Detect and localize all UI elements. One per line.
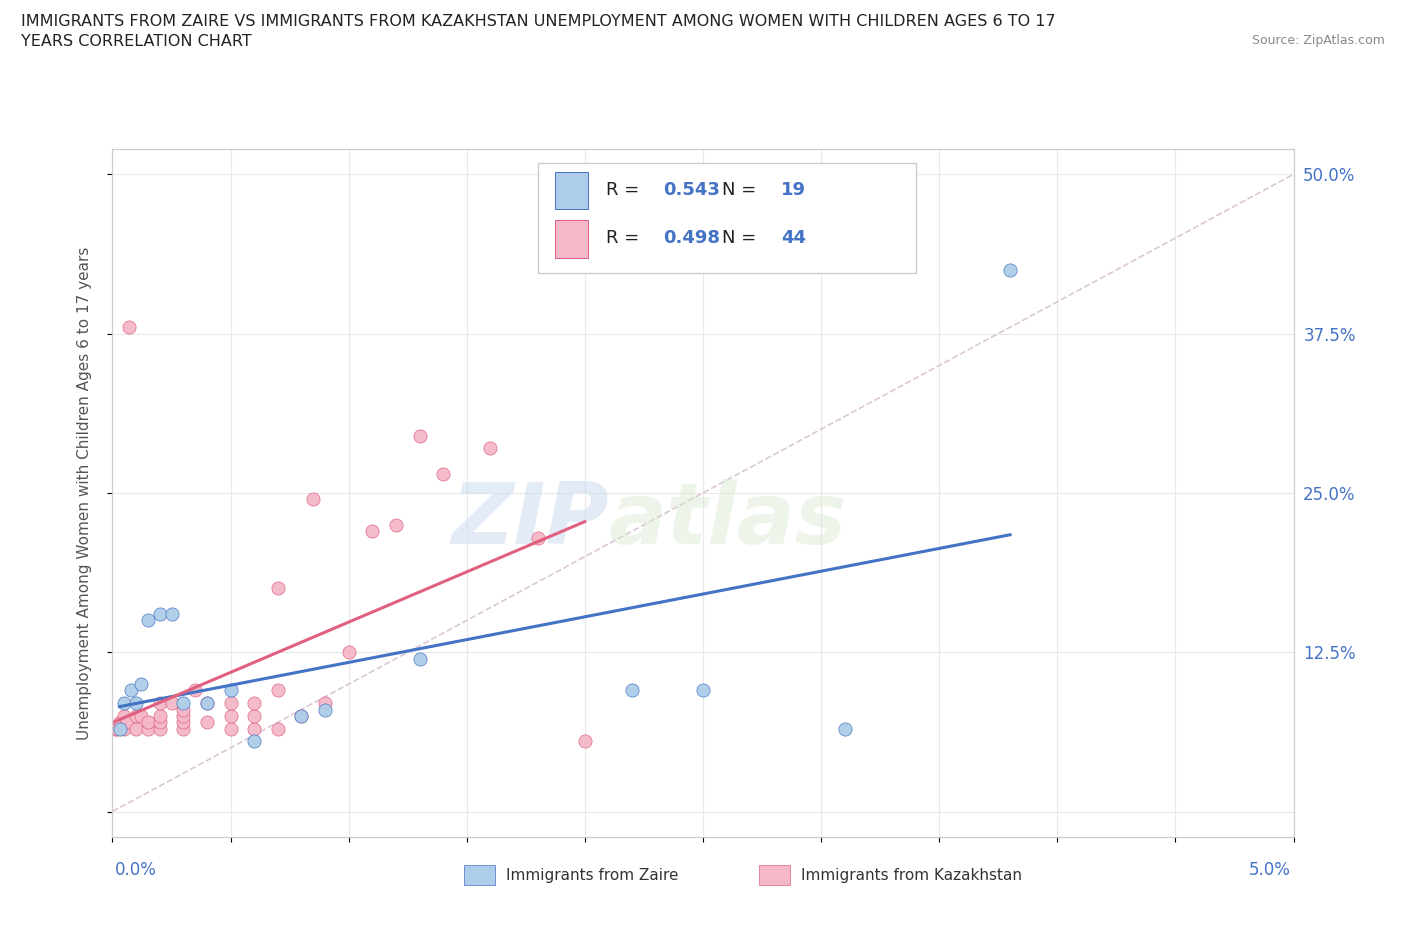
Point <box>195 715 218 730</box>
Point <box>172 715 194 730</box>
Point <box>243 709 266 724</box>
Point <box>172 709 194 724</box>
Point <box>290 709 312 724</box>
Point <box>337 644 360 659</box>
Point <box>112 722 135 737</box>
Text: 0.0%: 0.0% <box>115 860 157 879</box>
Text: R =: R = <box>606 230 645 247</box>
Point <box>267 722 290 737</box>
Text: ZIP: ZIP <box>451 479 609 562</box>
Text: YEARS CORRELATION CHART: YEARS CORRELATION CHART <box>21 34 252 49</box>
Point <box>149 696 172 711</box>
Point <box>267 581 290 596</box>
Point <box>692 683 714 698</box>
Point <box>361 524 384 538</box>
Point <box>195 696 218 711</box>
Text: IMMIGRANTS FROM ZAIRE VS IMMIGRANTS FROM KAZAKHSTAN UNEMPLOYMENT AMONG WOMEN WIT: IMMIGRANTS FROM ZAIRE VS IMMIGRANTS FROM… <box>21 14 1056 29</box>
Point <box>149 606 172 621</box>
Point <box>243 722 266 737</box>
Point <box>302 492 325 507</box>
Point <box>243 696 266 711</box>
Point <box>115 715 138 730</box>
Point <box>108 722 131 737</box>
Text: Immigrants from Kazakhstan: Immigrants from Kazakhstan <box>801 868 1022 883</box>
Point <box>112 709 135 724</box>
Text: atlas: atlas <box>609 479 846 562</box>
Point <box>219 722 242 737</box>
Text: 5.0%: 5.0% <box>1249 860 1291 879</box>
Point <box>219 709 242 724</box>
Point <box>834 722 856 737</box>
Text: 0.543: 0.543 <box>662 181 720 199</box>
FancyBboxPatch shape <box>555 219 589 258</box>
Text: 19: 19 <box>780 181 806 199</box>
Point <box>125 696 148 711</box>
Text: Source: ZipAtlas.com: Source: ZipAtlas.com <box>1251 34 1385 47</box>
Point <box>125 722 148 737</box>
Point <box>108 715 131 730</box>
Point <box>149 715 172 730</box>
Point <box>136 715 159 730</box>
Point <box>195 696 218 711</box>
Point <box>172 696 194 711</box>
Text: N =: N = <box>721 181 762 199</box>
Text: N =: N = <box>721 230 762 247</box>
Point <box>129 709 152 724</box>
Point <box>290 709 312 724</box>
Point <box>160 606 183 621</box>
Point <box>314 696 336 711</box>
Point <box>243 734 266 749</box>
Point <box>621 683 644 698</box>
Point <box>172 702 194 717</box>
Point <box>267 683 290 698</box>
Point <box>149 722 172 737</box>
Point <box>408 428 430 443</box>
Point <box>314 702 336 717</box>
Y-axis label: Unemployment Among Women with Children Ages 6 to 17 years: Unemployment Among Women with Children A… <box>77 246 91 739</box>
Point <box>149 709 172 724</box>
Point <box>118 320 141 335</box>
Point <box>998 262 1021 277</box>
Point <box>385 517 408 532</box>
Point <box>172 722 194 737</box>
Point <box>526 530 548 545</box>
Point <box>104 722 127 737</box>
Point <box>136 722 159 737</box>
Point <box>125 709 148 724</box>
Point <box>219 683 242 698</box>
Point <box>105 722 128 737</box>
Point <box>120 683 142 698</box>
Text: 0.498: 0.498 <box>662 230 720 247</box>
Point <box>112 696 135 711</box>
Point <box>432 466 454 481</box>
Point <box>479 441 502 456</box>
Point <box>129 677 152 692</box>
Text: R =: R = <box>606 181 645 199</box>
FancyBboxPatch shape <box>537 163 915 272</box>
Text: Immigrants from Zaire: Immigrants from Zaire <box>506 868 679 883</box>
Point <box>184 683 207 698</box>
Point <box>408 651 430 666</box>
Point <box>574 734 596 749</box>
Text: 44: 44 <box>780 230 806 247</box>
Point <box>219 696 242 711</box>
Point <box>160 696 183 711</box>
FancyBboxPatch shape <box>555 171 589 209</box>
Point <box>136 613 159 628</box>
